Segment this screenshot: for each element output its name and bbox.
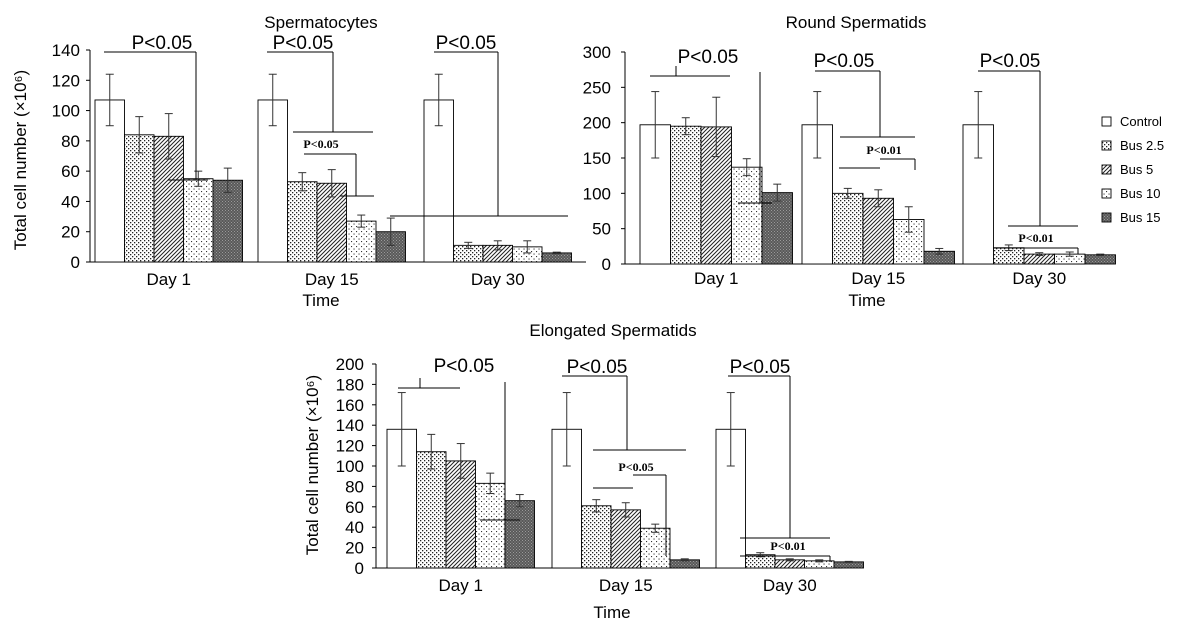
significance-label: P<0.05 bbox=[730, 357, 791, 378]
y-tick-label: 40 bbox=[345, 518, 364, 537]
bar-bus-2-5-day-15 bbox=[832, 192, 864, 265]
significance-label: P<0.05 bbox=[303, 137, 338, 151]
bar-bus-5-day-15 bbox=[862, 197, 894, 265]
y-tick-label: 50 bbox=[592, 220, 611, 239]
x-category-label: Day 15 bbox=[305, 270, 359, 289]
legend-label-bus-5: Bus 5 bbox=[1120, 162, 1153, 177]
y-tick-label: 180 bbox=[336, 375, 364, 394]
chart-title: Elongated Spermatids bbox=[529, 321, 696, 340]
chart-title: Round Spermatids bbox=[786, 13, 927, 32]
significance-label: P<0.05 bbox=[434, 356, 495, 377]
x-category-label: Day 1 bbox=[147, 270, 191, 289]
y-axis-label: Total cell number (×10⁶) bbox=[11, 70, 30, 250]
y-tick-label: 120 bbox=[336, 437, 364, 456]
y-tick-label: 80 bbox=[61, 132, 80, 151]
y-tick-label: 0 bbox=[602, 255, 611, 274]
significance-label: P<0.01 bbox=[866, 143, 901, 157]
significance-label: P<0.01 bbox=[1018, 231, 1053, 245]
bar-bus-15-day-1 bbox=[504, 500, 535, 569]
x-axis-label: Time bbox=[302, 291, 339, 310]
bar-control-day-30 bbox=[423, 99, 454, 263]
bar-bus-10-day-15 bbox=[346, 220, 377, 263]
bar-bus-10-day-1 bbox=[183, 178, 214, 263]
legend-label-control: Control bbox=[1120, 114, 1162, 129]
x-category-label: Day 30 bbox=[1012, 269, 1066, 288]
x-category-label: Day 15 bbox=[599, 576, 653, 595]
bar-bus-10-day-1 bbox=[475, 482, 506, 569]
y-tick-label: 120 bbox=[52, 71, 80, 90]
x-category-label: Day 30 bbox=[763, 576, 817, 595]
y-tick-label: 0 bbox=[71, 253, 80, 272]
x-category-label: Day 1 bbox=[439, 576, 483, 595]
significance-label: P<0.01 bbox=[770, 539, 805, 553]
y-tick-label: 60 bbox=[345, 498, 364, 517]
y-tick-label: 250 bbox=[583, 78, 611, 97]
significance-label: P<0.05 bbox=[980, 51, 1041, 72]
y-tick-label: 80 bbox=[345, 477, 364, 496]
x-category-label: Day 30 bbox=[471, 270, 525, 289]
legend-swatch-bus-15 bbox=[1101, 212, 1112, 223]
y-tick-label: 140 bbox=[52, 41, 80, 60]
x-axis-label: Time bbox=[848, 291, 885, 310]
y-tick-label: 160 bbox=[336, 396, 364, 415]
legend-swatch-bus-5 bbox=[1101, 164, 1112, 175]
significance-label: P<0.05 bbox=[273, 33, 334, 54]
y-tick-label: 100 bbox=[583, 184, 611, 203]
significance-label: P<0.05 bbox=[436, 33, 497, 54]
bar-bus-10-day-1 bbox=[731, 166, 763, 265]
y-tick-label: 100 bbox=[336, 457, 364, 476]
bar-bus-15-day-30 bbox=[1084, 254, 1116, 265]
legend-label-bus-10: Bus 10 bbox=[1120, 186, 1160, 201]
bar-bus-2-5-day-1 bbox=[670, 125, 702, 265]
bar-bus-2-5-day-15 bbox=[581, 505, 612, 569]
y-tick-label: 200 bbox=[336, 355, 364, 374]
bar-bus-5-day-1 bbox=[445, 460, 476, 569]
legend: Control Bus 2.5 Bus 5 Bus 10 Bus 15 bbox=[1101, 114, 1164, 225]
significance-label: P<0.05 bbox=[814, 51, 875, 72]
chart-panel-spermatocytes: Spermatocytes 0 20 40 60 80 100 120 140 Total cel… bbox=[11, 13, 586, 310]
bar-bus-10-day-15 bbox=[640, 527, 671, 569]
bar-bus-2-5-day-1 bbox=[416, 451, 447, 569]
legend-swatch-bus-2-5 bbox=[1101, 140, 1112, 151]
y-tick-label: 40 bbox=[61, 192, 80, 211]
legend-label-bus-15: Bus 15 bbox=[1120, 210, 1160, 225]
y-tick-label: 20 bbox=[345, 539, 364, 558]
y-tick-label: 0 bbox=[355, 559, 364, 578]
x-category-label: Day 1 bbox=[694, 269, 738, 288]
bar-bus-2-5-day-1 bbox=[124, 134, 155, 263]
y-tick-label: 20 bbox=[61, 223, 80, 242]
bar-bus-15-day-1 bbox=[212, 179, 243, 263]
bar-bus-15-day-30 bbox=[541, 252, 572, 263]
x-category-label: Day 15 bbox=[851, 269, 905, 288]
significance-label: P<0.05 bbox=[132, 33, 193, 54]
y-tick-label: 150 bbox=[583, 149, 611, 168]
y-tick-label: 140 bbox=[336, 416, 364, 435]
legend-swatch-control bbox=[1101, 116, 1112, 127]
significance-label: P<0.05 bbox=[567, 357, 628, 378]
chart-title: Spermatocytes bbox=[264, 13, 377, 32]
y-tick-label: 60 bbox=[61, 162, 80, 181]
legend-label-bus-2-5: Bus 2.5 bbox=[1120, 138, 1164, 153]
legend-swatch-bus-10 bbox=[1101, 188, 1112, 199]
bar-bus-2-5-day-15 bbox=[287, 181, 318, 263]
x-axis-label: Time bbox=[593, 603, 630, 622]
bar-bus-15-day-1 bbox=[761, 192, 793, 265]
significance-label: P<0.05 bbox=[678, 47, 739, 68]
y-tick-label: 100 bbox=[52, 102, 80, 121]
significance-label: P<0.05 bbox=[618, 460, 653, 474]
y-tick-label: 300 bbox=[583, 43, 611, 62]
y-tick-label: 200 bbox=[583, 114, 611, 133]
y-axis-label: Total cell number (×10⁶) bbox=[303, 375, 322, 555]
bar-bus-5-day-15 bbox=[610, 509, 641, 569]
bar-control-day-15 bbox=[257, 99, 288, 263]
chart-panel-round-spermatids: Round Spermatids 0 50 100 150 200 250 300 Time Da… bbox=[583, 13, 1116, 310]
